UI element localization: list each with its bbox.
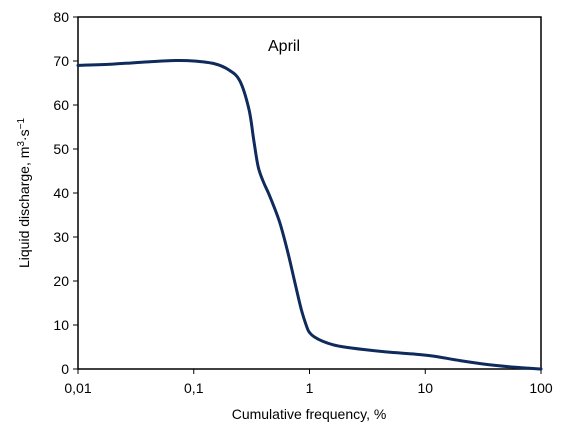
x-axis-title: Cumulative frequency, %	[232, 406, 387, 422]
y-axis-title-sup1: 3	[16, 141, 27, 147]
x-axis-ticks: 0,01 0,1 1 10 100	[64, 369, 553, 396]
y-axis-ticks: 0 10 20 30 40 50 60 70 80	[53, 9, 78, 377]
y-axis-title: Liquid discharge, m3·s−1	[16, 118, 33, 268]
y-axis-title-mid: ·s	[16, 129, 32, 141]
annotation-april: April	[268, 38, 300, 55]
y-axis-title-main: Liquid discharge, m	[16, 147, 32, 268]
plot-area	[77, 16, 542, 370]
x-tick-label: 10	[417, 380, 433, 396]
y-tick-label: 80	[53, 9, 69, 25]
y-tick-label: 60	[53, 97, 69, 113]
y-tick-label: 30	[53, 229, 69, 245]
y-tick-label: 50	[53, 141, 69, 157]
x-tick-label: 100	[529, 380, 553, 396]
discharge-curve	[76, 58, 543, 371]
y-tick-label: 20	[53, 273, 69, 289]
y-tick-label: 10	[53, 317, 69, 333]
y-tick-label: 0	[61, 361, 69, 377]
y-axis-title-sup2: −1	[16, 118, 27, 130]
y-tick-label: 40	[53, 185, 69, 201]
x-tick-label: 0,01	[64, 380, 91, 396]
x-tick-label: 0,1	[184, 380, 204, 396]
y-tick-label: 70	[53, 53, 69, 69]
x-tick-label: 1	[306, 380, 314, 396]
